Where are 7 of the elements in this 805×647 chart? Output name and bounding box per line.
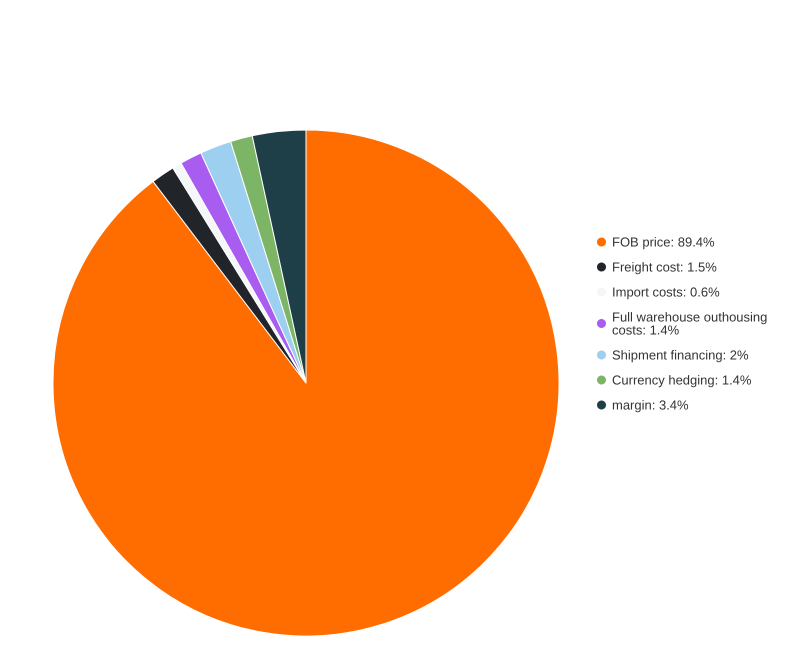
legend-label: Shipment financing: 2% xyxy=(612,348,750,362)
legend-label: FOB price: 89.4% xyxy=(612,234,716,250)
legend-label: Full warehouse outhousing costs: 1.4% xyxy=(612,310,771,338)
legend-label: Import costs: 0.6% xyxy=(612,284,720,300)
legend-label: Currency hedging: 1.4% xyxy=(612,372,752,388)
legend-label: margin: 3.4% xyxy=(612,398,690,412)
legend-label: Freight cost: 1.5% xyxy=(612,260,718,274)
